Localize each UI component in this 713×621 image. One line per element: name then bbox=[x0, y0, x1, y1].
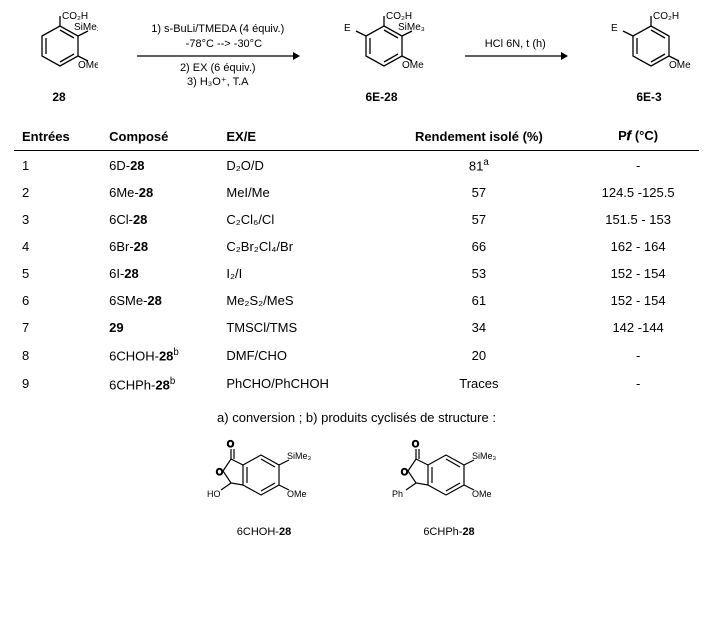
cell-ex: C₂Cl₆/Cl bbox=[218, 206, 380, 233]
cell-pf: 151.5 - 153 bbox=[577, 206, 699, 233]
label-6E-3: 6E-3 bbox=[636, 90, 661, 104]
cell-entree: 7 bbox=[14, 314, 101, 341]
arrow1-cond-line3: 2) EX (6 équiv.) bbox=[180, 61, 256, 75]
ome-label: OMe bbox=[669, 60, 691, 71]
cell-ex: I₂/I bbox=[218, 260, 380, 287]
cell-compose: 6CHOH-28b bbox=[101, 341, 218, 369]
cell-compose: 6CHPh-28b bbox=[101, 370, 218, 398]
label-6CHOH-28: 6CHOH-28 bbox=[237, 526, 291, 538]
structure-6E-28: CO₂H E SiMe₃ OMe 6E-28 bbox=[338, 8, 426, 104]
e-label: E bbox=[611, 23, 618, 34]
footnote: a) conversion ; b) produits cyclisés de … bbox=[14, 410, 699, 425]
table-row: 36Cl-28C₂Cl₆/Cl57151.5 - 153 bbox=[14, 206, 699, 233]
cell-entree: 6 bbox=[14, 287, 101, 314]
svg-text:O: O bbox=[227, 439, 234, 449]
structure-6E-3: CO₂H E OMe 6E-3 bbox=[605, 8, 693, 104]
table-row: 66SMe-28Me₂S₂/MeS61152 - 154 bbox=[14, 287, 699, 314]
ho-label: HO bbox=[207, 489, 221, 499]
cell-pf: 152 - 154 bbox=[577, 260, 699, 287]
cell-compose: 29 bbox=[101, 314, 218, 341]
arrow1-cond-line1: 1) s-BuLi/TMEDA (4 équiv.) bbox=[151, 22, 284, 36]
cell-pf: - bbox=[577, 341, 699, 369]
th-entrees: Entrées bbox=[14, 122, 101, 151]
table-row: 729TMSCl/TMS34142 -144 bbox=[14, 314, 699, 341]
cell-rendement: 66 bbox=[381, 233, 578, 260]
table-row: 56I-28I₂/I53152 - 154 bbox=[14, 260, 699, 287]
e-label: E bbox=[344, 23, 351, 34]
cell-ex: PhCHO/PhCHOH bbox=[218, 370, 380, 398]
cell-entree: 4 bbox=[14, 233, 101, 260]
th-rendement: Rendement isolé (%) bbox=[381, 122, 578, 151]
structure-6CHPh-28: O O Ph SiMe₃ OMe 6CHPh-28 bbox=[392, 435, 507, 538]
label-6E-28: 6E-28 bbox=[365, 90, 397, 104]
cell-ex: D₂O/D bbox=[218, 151, 380, 180]
cell-pf: 152 - 154 bbox=[577, 287, 699, 314]
svg-text:O: O bbox=[401, 467, 408, 477]
table-row: 26Me-28MeI/Me57124.5 -125.5 bbox=[14, 179, 699, 206]
th-pf: P𝒇 (°C) bbox=[577, 122, 699, 151]
ome-label: OMe bbox=[402, 60, 424, 71]
cell-compose: 6D-28 bbox=[101, 151, 218, 180]
label-28: 28 bbox=[52, 90, 65, 104]
cell-entree: 3 bbox=[14, 206, 101, 233]
table-row: 46Br-28C₂Br₂Cl₄/Br66162 - 164 bbox=[14, 233, 699, 260]
cell-rendement: 61 bbox=[381, 287, 578, 314]
sime3-label: SiMe₃ bbox=[472, 451, 497, 461]
cell-ex: Me₂S₂/MeS bbox=[218, 287, 380, 314]
cell-rendement: Traces bbox=[381, 370, 578, 398]
cell-pf: - bbox=[577, 370, 699, 398]
svg-text:O: O bbox=[412, 439, 419, 449]
table-row: 16D-28D₂O/D81a- bbox=[14, 151, 699, 180]
cell-compose: 6I-28 bbox=[101, 260, 218, 287]
cell-rendement: 57 bbox=[381, 206, 578, 233]
structure-6CHOH-28: O O HO SiMe₃ OMe 6CHOH-28 bbox=[207, 435, 322, 538]
ome-label: OMe bbox=[287, 489, 307, 499]
arrow1-cond-line4: 3) H₃O⁺, T.A bbox=[187, 75, 248, 89]
ome-label: OMe bbox=[472, 489, 492, 499]
th-compose: Composé bbox=[101, 122, 218, 151]
cyclised-structures: O O HO SiMe₃ OMe 6CHOH-28 bbox=[14, 435, 699, 538]
cell-pf: - bbox=[577, 151, 699, 180]
arrow-1: 1) s-BuLi/TMEDA (4 équiv.) -78°C --> -30… bbox=[135, 22, 300, 89]
cell-rendement: 34 bbox=[381, 314, 578, 341]
sime3-label: SiMe₃ bbox=[398, 22, 425, 33]
cell-ex: DMF/CHO bbox=[218, 341, 380, 369]
cell-entree: 1 bbox=[14, 151, 101, 180]
cell-rendement: 57 bbox=[381, 179, 578, 206]
ph-label: Ph bbox=[392, 489, 403, 499]
cell-entree: 8 bbox=[14, 341, 101, 369]
table-row: 96CHPh-28bPhCHO/PhCHOHTraces- bbox=[14, 370, 699, 398]
cell-ex: TMSCl/TMS bbox=[218, 314, 380, 341]
cell-compose: 6Cl-28 bbox=[101, 206, 218, 233]
table-row: 86CHOH-28bDMF/CHO20- bbox=[14, 341, 699, 369]
results-table: Entrées Composé EX/E Rendement isolé (%)… bbox=[14, 122, 699, 398]
cell-compose: 6SMe-28 bbox=[101, 287, 218, 314]
cell-pf: 162 - 164 bbox=[577, 233, 699, 260]
ome-label: OMe bbox=[78, 60, 98, 71]
sime3-label: SiMe₃ bbox=[74, 22, 98, 33]
sime3-label: SiMe₃ bbox=[287, 451, 312, 461]
cell-rendement: 20 bbox=[381, 341, 578, 369]
cell-compose: 6Me-28 bbox=[101, 179, 218, 206]
th-ex: EX/E bbox=[218, 122, 380, 151]
co2h-label: CO₂H bbox=[62, 11, 88, 22]
structure-28: CO₂H SiMe₃ OMe 28 bbox=[20, 8, 98, 104]
svg-text:O: O bbox=[216, 467, 223, 477]
cell-entree: 5 bbox=[14, 260, 101, 287]
cell-pf: 124.5 -125.5 bbox=[577, 179, 699, 206]
arrow-2: HCl 6N, t (h) bbox=[463, 37, 568, 76]
co2h-label: CO₂H bbox=[386, 11, 412, 22]
reaction-scheme: CO₂H SiMe₃ OMe 28 1) s-BuLi/TMEDA (4 équ… bbox=[14, 8, 699, 104]
cell-ex: C₂Br₂Cl₄/Br bbox=[218, 233, 380, 260]
cell-rendement: 81a bbox=[381, 151, 578, 180]
cell-pf: 142 -144 bbox=[577, 314, 699, 341]
cell-ex: MeI/Me bbox=[218, 179, 380, 206]
cell-entree: 9 bbox=[14, 370, 101, 398]
co2h-label: CO₂H bbox=[653, 11, 679, 22]
table-header-row: Entrées Composé EX/E Rendement isolé (%)… bbox=[14, 122, 699, 151]
cell-rendement: 53 bbox=[381, 260, 578, 287]
cell-entree: 2 bbox=[14, 179, 101, 206]
label-6CHPh-28: 6CHPh-28 bbox=[423, 526, 474, 538]
cell-compose: 6Br-28 bbox=[101, 233, 218, 260]
